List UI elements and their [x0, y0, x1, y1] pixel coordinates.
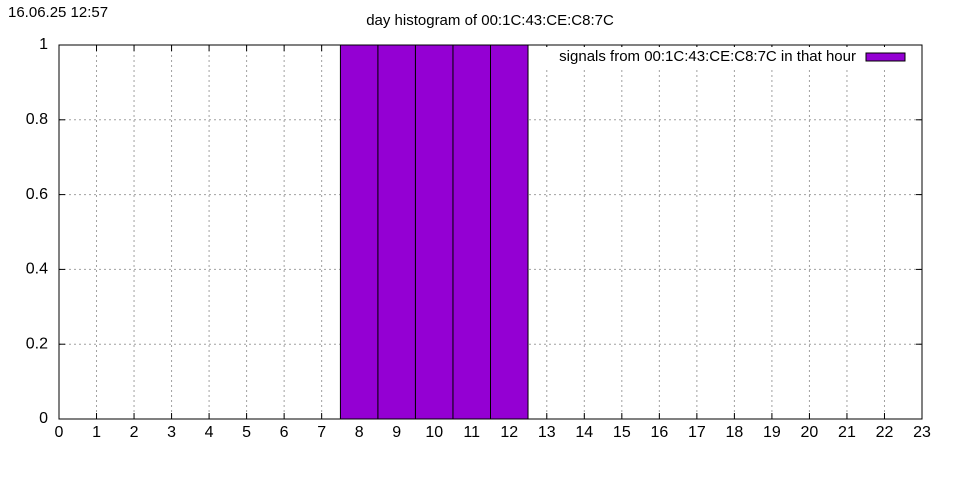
chart-title: day histogram of 00:1C:43:CE:C8:7C: [366, 12, 614, 29]
y-tick-label: 0.6: [26, 186, 48, 203]
x-tick-label: 8: [355, 424, 364, 441]
x-tick-label: 23: [913, 424, 931, 441]
bar: [452, 44, 492, 420]
y-tick-label: 0.8: [26, 111, 48, 128]
legend-swatch: [865, 52, 906, 62]
y-tick-label: 0.2: [26, 335, 48, 352]
x-tick-label: 16: [650, 424, 668, 441]
y-tick-label: 0.4: [26, 261, 48, 278]
x-tick-label: 15: [613, 424, 631, 441]
x-tick-label: 3: [167, 424, 176, 441]
x-tick-label: 19: [763, 424, 781, 441]
x-tick-label: 1: [92, 424, 101, 441]
x-tick-label: 11: [463, 424, 480, 441]
x-tick-label: 13: [538, 424, 556, 441]
bar: [414, 44, 454, 420]
x-tick-label: 21: [838, 424, 856, 441]
x-tick-label: 6: [280, 424, 289, 441]
bar: [490, 44, 529, 420]
x-tick-label: 9: [392, 424, 401, 441]
legend-background: [532, 47, 917, 67]
y-tick-label: 0: [39, 410, 48, 427]
x-tick-label: 20: [801, 424, 819, 441]
plot-frame: [58, 44, 923, 420]
x-tick-label: 5: [242, 424, 251, 441]
x-tick-label: 12: [500, 424, 518, 441]
x-tick-label: 4: [205, 424, 214, 441]
x-tick-label: 14: [575, 424, 593, 441]
x-tick-label: 18: [725, 424, 743, 441]
x-tick-label: 0: [55, 424, 64, 441]
y-tick-label: 1: [39, 36, 48, 53]
legend-label: signals from 00:1C:43:CE:C8:7C in that h…: [559, 48, 856, 65]
x-tick-label: 22: [876, 424, 894, 441]
x-tick-label: 17: [688, 424, 706, 441]
x-tick-label: 10: [425, 424, 443, 441]
bar: [377, 44, 416, 420]
timestamp: 16.06.25 12:57: [8, 4, 108, 21]
x-tick-label: 7: [317, 424, 326, 441]
bar: [339, 44, 379, 420]
x-tick-label: 2: [130, 424, 139, 441]
